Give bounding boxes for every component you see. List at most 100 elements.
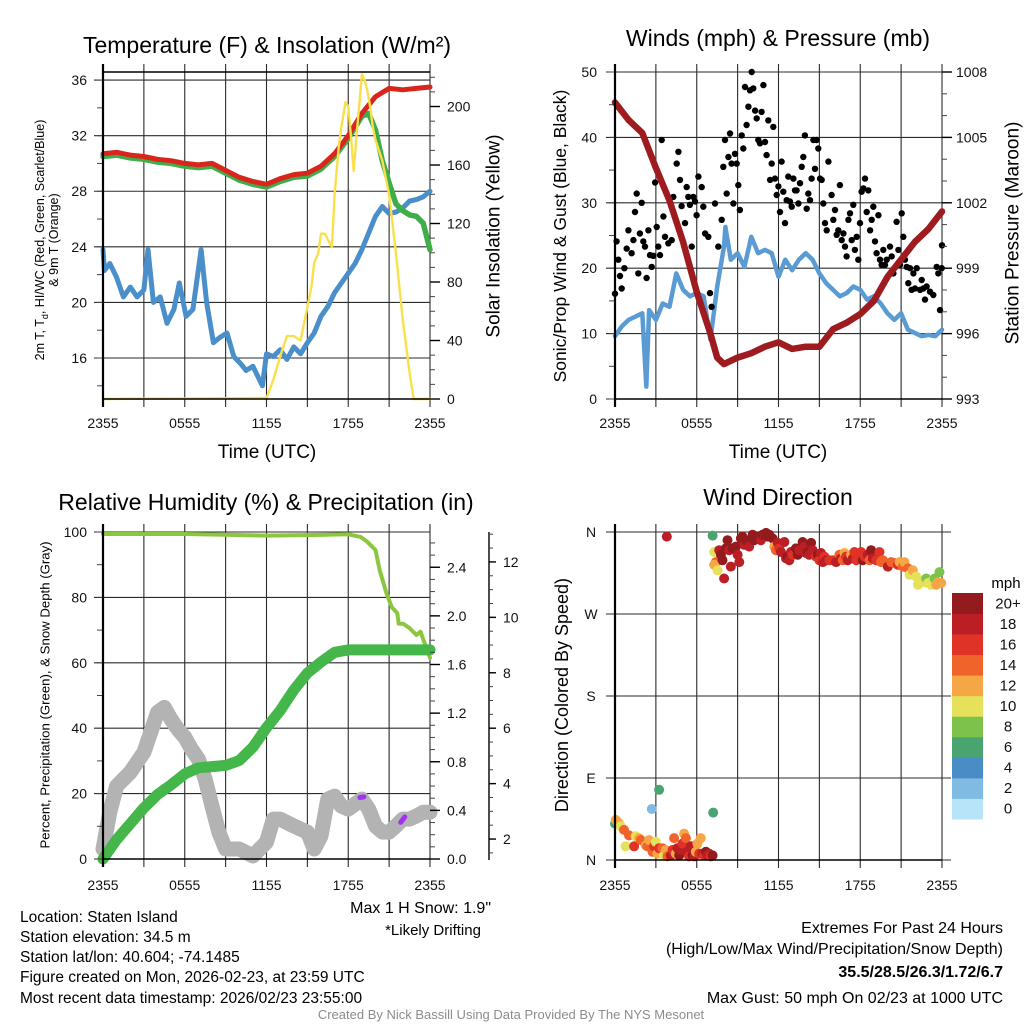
- y2-tick-label: 993: [956, 391, 980, 407]
- gust-point: [766, 176, 774, 184]
- series-line-precip: [97, 644, 436, 865]
- gust-point: [923, 283, 930, 290]
- gust-point: [651, 179, 659, 186]
- wind-direction-point: [717, 555, 728, 566]
- x-tick-label: 1155: [251, 877, 281, 893]
- series-line-wind_chill: [100, 188, 433, 389]
- gust-point: [820, 200, 827, 207]
- gust-point: [745, 103, 752, 110]
- gust-point: [853, 233, 860, 240]
- series-drifting: [357, 794, 408, 825]
- gust-point: [770, 123, 777, 131]
- gust-point: [721, 136, 729, 144]
- wind-direction-point: [719, 573, 730, 584]
- y-axis-label: Direction (Colored By Speed): [552, 578, 572, 812]
- gust-point: [918, 276, 925, 284]
- x-axis-label: Time (UTC): [218, 442, 317, 463]
- humidity-chart-labels: Relative Humidity (%) & Precipitation (i…: [38, 489, 492, 939]
- winds-chart-labels: Winds (mph) & Pressure (mb) Time (UTC) S…: [550, 25, 1024, 463]
- y-tick-label: 32: [71, 128, 87, 144]
- y-tick-label: N: [586, 852, 596, 868]
- x-tick-label: 1755: [333, 415, 364, 431]
- x-tick-label: 0555: [169, 877, 200, 893]
- colorbar-label: 20+: [995, 595, 1021, 612]
- gust-point: [781, 219, 789, 227]
- gust-point: [870, 203, 877, 210]
- y-tick-label: 60: [71, 655, 87, 671]
- y2-tick-label: 1008: [956, 64, 987, 80]
- colorbar-label: 12: [1000, 678, 1017, 695]
- colorbar-swatch: [952, 777, 983, 799]
- wind-direction-chart-labels: Wind Direction Direction (Colored By Spe…: [552, 484, 1021, 812]
- gust-point: [648, 263, 655, 271]
- series-line-wind_speed: [612, 224, 945, 389]
- gust-point: [871, 238, 879, 245]
- x-tick-label: 1155: [763, 415, 793, 431]
- gust-point: [880, 246, 887, 254]
- gust-point: [765, 117, 772, 124]
- y3-tick-label: 12: [503, 554, 519, 570]
- y-tick-label: 24: [71, 239, 87, 255]
- gust-point: [938, 242, 946, 249]
- gust-point: [876, 256, 884, 263]
- gust-point: [631, 208, 639, 216]
- y-tick-label: 20: [71, 294, 87, 310]
- series-line-rh: [101, 532, 432, 660]
- gust-point: [873, 250, 880, 257]
- max-gust-text: Max Gust: 50 mph On 02/23 at 1000 UTC: [707, 990, 1003, 1007]
- y3-tick-label: 4: [503, 776, 511, 792]
- gust-point: [740, 145, 747, 152]
- y2-tick-label: 200: [447, 99, 471, 115]
- gust-point: [736, 206, 744, 214]
- gust-point: [823, 227, 830, 234]
- wind-direction-point: [646, 804, 657, 814]
- credit-text: Created By Nick Bassill Using Data Provi…: [318, 1007, 705, 1022]
- y2-tick-label: 0.0: [447, 851, 467, 867]
- colorbar-label: 0: [1004, 801, 1012, 818]
- gust-point: [845, 216, 852, 223]
- gust-point: [758, 108, 765, 116]
- y2-tick-label: 2.0: [447, 608, 467, 624]
- wind-direction-point: [866, 545, 877, 556]
- gust-point: [650, 252, 657, 259]
- colorbar-label: 8: [1004, 719, 1012, 736]
- gust-point: [850, 201, 857, 208]
- series-wind-direction: [610, 527, 947, 862]
- gust-point: [656, 251, 664, 259]
- gust-point: [676, 176, 684, 184]
- gust-point: [723, 190, 730, 197]
- gust-point: [748, 68, 755, 76]
- gridlines: [606, 64, 943, 407]
- gust-point: [830, 216, 837, 223]
- x-tick-label: 1155: [763, 877, 793, 893]
- gust-point: [698, 183, 705, 191]
- y2-tick-label: 996: [956, 326, 980, 342]
- latest-data-timestamp: Most recent data timestamp: 2026/02/23 2…: [20, 990, 362, 1007]
- latlon-text: Station lat/lon: 40.604; -74.1485: [20, 949, 240, 966]
- wind-direction-point: [734, 557, 745, 568]
- gust-point: [913, 265, 920, 272]
- gust-point: [681, 219, 689, 227]
- gust-point: [778, 158, 785, 165]
- gust-point: [840, 230, 847, 237]
- wind-direction-point: [722, 535, 733, 546]
- gust-point: [621, 265, 628, 272]
- y2-tick-label: 1002: [956, 195, 987, 211]
- gust-point: [751, 107, 759, 114]
- gust-point: [790, 175, 797, 182]
- gust-point: [938, 265, 945, 272]
- gust-point: [725, 153, 732, 161]
- gust-point: [868, 216, 875, 223]
- gust-point: [818, 176, 825, 184]
- y-tick-label: 16: [71, 350, 87, 366]
- gust-point: [615, 256, 622, 263]
- gust-point: [695, 173, 702, 180]
- series-line-snow_depth: [95, 699, 438, 864]
- gust-point: [843, 253, 850, 260]
- x-tick-label: 2355: [87, 415, 118, 431]
- gust-point: [685, 193, 692, 201]
- y2-tick-label: 120: [447, 216, 471, 232]
